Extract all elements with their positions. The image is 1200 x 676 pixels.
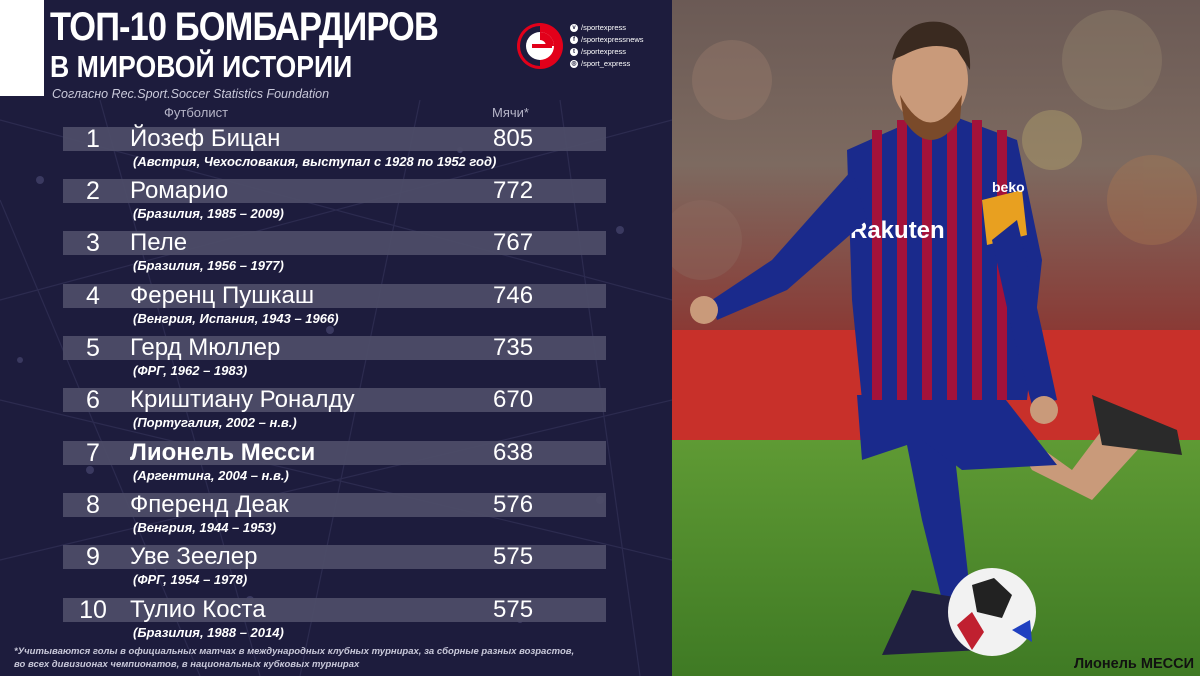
row-rank: 2 (86, 177, 100, 205)
row-goals: 772 (493, 177, 534, 204)
row-player-name: Лионель Месси (130, 439, 316, 466)
row-goals: 575 (493, 543, 534, 570)
row-player-detail: (Бразилия, 1956 – 1977) (133, 258, 284, 273)
row-goals: 670 (493, 386, 534, 413)
messi-kick-illustration: Rakuten beko (672, 0, 1200, 676)
row-rank: 4 (86, 282, 100, 310)
row-goals: 805 (493, 125, 534, 152)
jersey-sponsor-text: Rakuten (850, 217, 945, 244)
row-player-name: Йозеф Бицан (130, 125, 281, 152)
vk-icon: v (570, 23, 578, 32)
row-player-detail: (Бразилия, 1988 – 2014) (133, 625, 284, 640)
table-row: 9 Уве Зеелер 575 (ФРГ, 1954 – 1978) (0, 540, 672, 592)
row-bar (63, 336, 606, 360)
row-rank: 7 (86, 439, 100, 467)
footnote: *Учитываются голы в официальных матчах в… (14, 645, 664, 671)
row-rank: 6 (86, 386, 100, 414)
row-player-name: Пеле (130, 229, 188, 256)
sport-express-logo-icon (517, 23, 563, 69)
sleeve-sponsor-text: beko (992, 179, 1025, 195)
row-bar (63, 284, 606, 308)
row-rank: 1 (86, 125, 100, 153)
row-player-detail: (Австрия, Чехословакия, выступал с 1928 … (133, 154, 497, 169)
row-player-name: Фперенд Деак (130, 491, 289, 518)
social-link-vk[interactable]: v /sportexpress (570, 22, 644, 33)
row-player-name: Герд Мюллер (130, 334, 281, 361)
row-bar (63, 545, 606, 569)
instagram-icon: ◎ (570, 59, 578, 68)
soccer-ball-icon (948, 568, 1036, 656)
row-goals: 638 (493, 439, 534, 466)
row-player-name: Уве Зеелер (130, 543, 258, 570)
title-accent-tab (0, 0, 44, 96)
table-row-highlighted: 7 Лионель Месси 638 (Аргентина, 2004 – н… (0, 436, 672, 488)
row-goals: 767 (493, 229, 534, 256)
table-row: 5 Герд Мюллер 735 (ФРГ, 1962 – 1983) (0, 331, 672, 383)
social-link-instagram[interactable]: ◎ /sport_express (570, 59, 631, 68)
row-bar (63, 388, 606, 412)
row-goals: 576 (493, 491, 534, 518)
table-row: 2 Ромарио 772 (Бразилия, 1985 – 2009) (0, 174, 672, 226)
row-rank: 8 (86, 491, 100, 519)
row-player-name: Криштиану Роналду (130, 386, 355, 413)
row-player-name: Ромарио (130, 177, 229, 204)
page-title-line2: В МИРОВОЙ ИСТОРИИ (50, 49, 353, 84)
row-player-detail: (ФРГ, 1962 – 1983) (133, 363, 248, 378)
table-row: 8 Фперенд Деак 576 (Венгрия, 1944 – 1953… (0, 488, 672, 540)
row-player-name: Тулио Коста (130, 596, 266, 623)
social-link-twitter[interactable]: t /sportexpress (570, 46, 644, 57)
source-subtitle: Согласно Rec.Sport.Soccer Statistics Fou… (52, 87, 330, 101)
row-bar (63, 493, 606, 517)
row-bar (63, 441, 606, 465)
page-title: ТОП-10 БОМБАРДИРОВ (50, 5, 439, 49)
photo-caption: Лионель МЕССИ (1073, 656, 1194, 672)
row-player-detail: (Венгрия, Испания, 1943 – 1966) (133, 311, 339, 326)
table-row: 3 Пеле 767 (Бразилия, 1956 – 1977) (0, 226, 672, 278)
column-header-player: Футболист (164, 105, 229, 120)
table-row: 4 Ференц Пушкаш 746 (Венгрия, Испания, 1… (0, 279, 672, 331)
row-player-detail: (Аргентина, 2004 – н.в.) (133, 468, 289, 483)
facebook-icon: f (570, 35, 578, 44)
column-header-goals: Мячи* (492, 105, 529, 120)
row-goals: 746 (493, 282, 534, 309)
row-bar (63, 231, 606, 255)
row-bar (63, 179, 606, 203)
social-links: v /sportexpress f /sportexpressnews t /s… (570, 22, 644, 70)
row-rank: 9 (86, 543, 100, 571)
player-photo: Rakuten beko Лионель МЕССИ (672, 0, 1200, 676)
row-player-detail: (ФРГ, 1954 – 1978) (133, 572, 248, 587)
row-rank: 5 (86, 334, 100, 362)
ranking-panel: ТОП-10 БОМБАРДИРОВ В МИРОВОЙ ИСТОРИИ Сог… (0, 0, 672, 676)
row-goals: 735 (493, 334, 534, 361)
title-block: ТОП-10 БОМБАРДИРОВ В МИРОВОЙ ИСТОРИИ Сог… (0, 0, 672, 101)
row-player-detail: (Португалия, 2002 – н.в.) (133, 415, 297, 430)
row-bar (63, 598, 606, 622)
table-row: 10 Тулио Коста 575 (Бразилия, 1988 – 201… (0, 593, 672, 645)
row-rank: 10 (79, 596, 107, 624)
row-player-detail: (Бразилия, 1985 – 2009) (133, 206, 284, 221)
footnote-line2: во всех дивизионах чемпионатов, в национ… (14, 659, 360, 670)
footnote-line1: *Учитываются голы в официальных матчах в… (14, 646, 575, 657)
row-player-name: Ференц Пушкаш (130, 282, 315, 309)
table-row: 6 Криштиану Роналду 670 (Португалия, 200… (0, 383, 672, 435)
row-rank: 3 (86, 229, 100, 257)
table-row: 1 Йозеф Бицан 805 (Австрия, Чехословакия… (0, 122, 672, 174)
twitter-icon: t (570, 47, 578, 56)
row-bar (63, 127, 606, 151)
row-goals: 575 (493, 596, 534, 623)
row-player-detail: (Венгрия, 1944 – 1953) (133, 520, 277, 535)
social-link-facebook[interactable]: f /sportexpressnews (570, 34, 644, 45)
